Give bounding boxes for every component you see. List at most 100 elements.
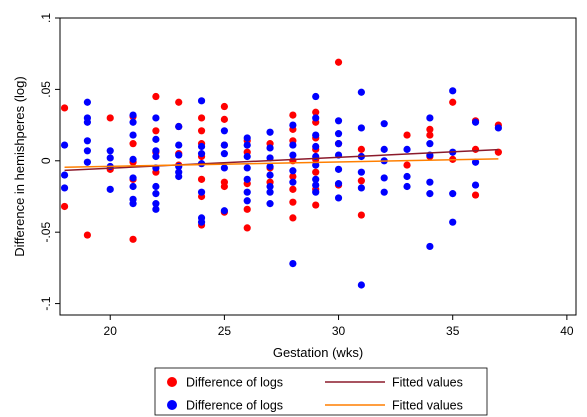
data-point-red (220, 115, 228, 123)
data-point-blue (83, 98, 91, 106)
data-point-blue (471, 181, 480, 189)
data-point-blue (312, 175, 320, 183)
data-point-red (152, 127, 160, 135)
data-point-blue (83, 118, 91, 126)
data-point-blue (152, 182, 160, 191)
data-point-blue (152, 200, 160, 208)
data-point-red (106, 114, 114, 122)
data-point-red (289, 172, 297, 181)
data-point-blue (426, 242, 434, 251)
data-point-blue (403, 182, 411, 191)
x-axis-title: Gestation (wks) (273, 345, 363, 360)
data-point-blue (243, 175, 251, 183)
data-point-blue (357, 168, 365, 176)
data-point-blue (334, 130, 343, 138)
data-point-blue (220, 207, 228, 215)
data-point-blue (312, 188, 320, 196)
data-point-blue (106, 185, 114, 193)
data-point-blue (266, 182, 274, 191)
legend-label-fitted-values-orange: Fitted values (392, 399, 463, 413)
data-point-red (60, 104, 69, 112)
data-point-blue (175, 172, 183, 181)
data-point-red (289, 198, 297, 206)
data-point-blue (449, 190, 457, 198)
data-point-red (289, 185, 297, 193)
data-point-blue (129, 182, 137, 191)
x-tick-label: 25 (218, 324, 232, 338)
legend-marker-blue-dot (167, 400, 177, 410)
data-point-blue (449, 87, 457, 95)
data-point-blue (426, 140, 434, 148)
data-point-red (243, 224, 251, 232)
data-point-blue (129, 111, 137, 119)
data-point-red (312, 108, 320, 116)
data-point-blue (197, 97, 206, 105)
data-point-blue (152, 152, 160, 161)
data-point-blue (403, 145, 411, 153)
data-point-blue (243, 141, 251, 149)
data-point-blue (449, 218, 457, 226)
data-point-red (175, 98, 183, 106)
data-point-red (289, 111, 297, 119)
data-point-blue (312, 92, 320, 101)
data-point-blue (426, 190, 434, 198)
data-point-blue (312, 114, 320, 122)
y-axis-title: Difference in hemishperes (log) (12, 76, 27, 256)
data-point-blue (403, 172, 411, 181)
data-point-blue (197, 218, 206, 226)
data-point-blue (129, 131, 137, 139)
x-axis: 20 25 30 35 40 (104, 315, 574, 338)
data-point-red (197, 114, 206, 122)
x-tick-label: 40 (560, 324, 574, 338)
data-point-blue (197, 142, 206, 151)
data-point-blue (312, 181, 320, 189)
data-point-blue (106, 154, 114, 162)
legend-label-difference-of-logs-blue: Difference of logs (186, 399, 283, 413)
fitted-line-dark (64, 148, 499, 172)
data-point-red (357, 177, 365, 185)
data-point-blue (220, 164, 228, 172)
y-axis: .1 .05 0 -.05 -.1 (39, 13, 60, 311)
data-point-blue (334, 180, 343, 188)
data-point-red (129, 140, 137, 148)
data-point-blue (129, 118, 137, 126)
legend-box (154, 367, 488, 416)
data-point-blue (494, 124, 502, 132)
legend-marker-red-dot (167, 377, 177, 387)
data-point-blue (220, 127, 228, 135)
data-point-red (403, 131, 411, 139)
data-point-red (357, 145, 365, 153)
data-point-red (289, 214, 297, 222)
data-point-blue (289, 121, 297, 129)
data-point-blue (220, 150, 228, 158)
data-point-blue (266, 188, 274, 196)
plot-area (59, 17, 577, 316)
data-point-blue (289, 178, 297, 186)
data-point-blue (129, 155, 137, 163)
data-point-blue (357, 184, 365, 192)
data-point-blue (152, 114, 160, 122)
legend-label-difference-of-logs-red: Difference of logs (186, 376, 283, 390)
data-point-blue (197, 150, 206, 158)
data-point-blue (426, 114, 434, 122)
data-point-blue (380, 120, 388, 128)
data-point-blue (471, 118, 480, 126)
data-point-red (449, 98, 457, 106)
data-point-blue (334, 194, 343, 202)
data-point-blue (129, 174, 137, 182)
data-point-blue (380, 174, 388, 182)
data-point-blue (175, 141, 183, 149)
data-point-red (60, 202, 69, 211)
data-point-blue (197, 188, 206, 196)
data-point-blue (334, 117, 343, 125)
data-point-blue (357, 281, 365, 289)
data-point-red (426, 131, 434, 139)
data-point-red (129, 235, 137, 243)
y-tick-label: 0 (39, 157, 53, 164)
data-point-blue (312, 131, 320, 139)
y-tick-label: -.1 (39, 296, 53, 310)
data-point-blue (175, 151, 183, 159)
data-point-blue (266, 171, 274, 179)
data-point-blue (60, 171, 69, 179)
